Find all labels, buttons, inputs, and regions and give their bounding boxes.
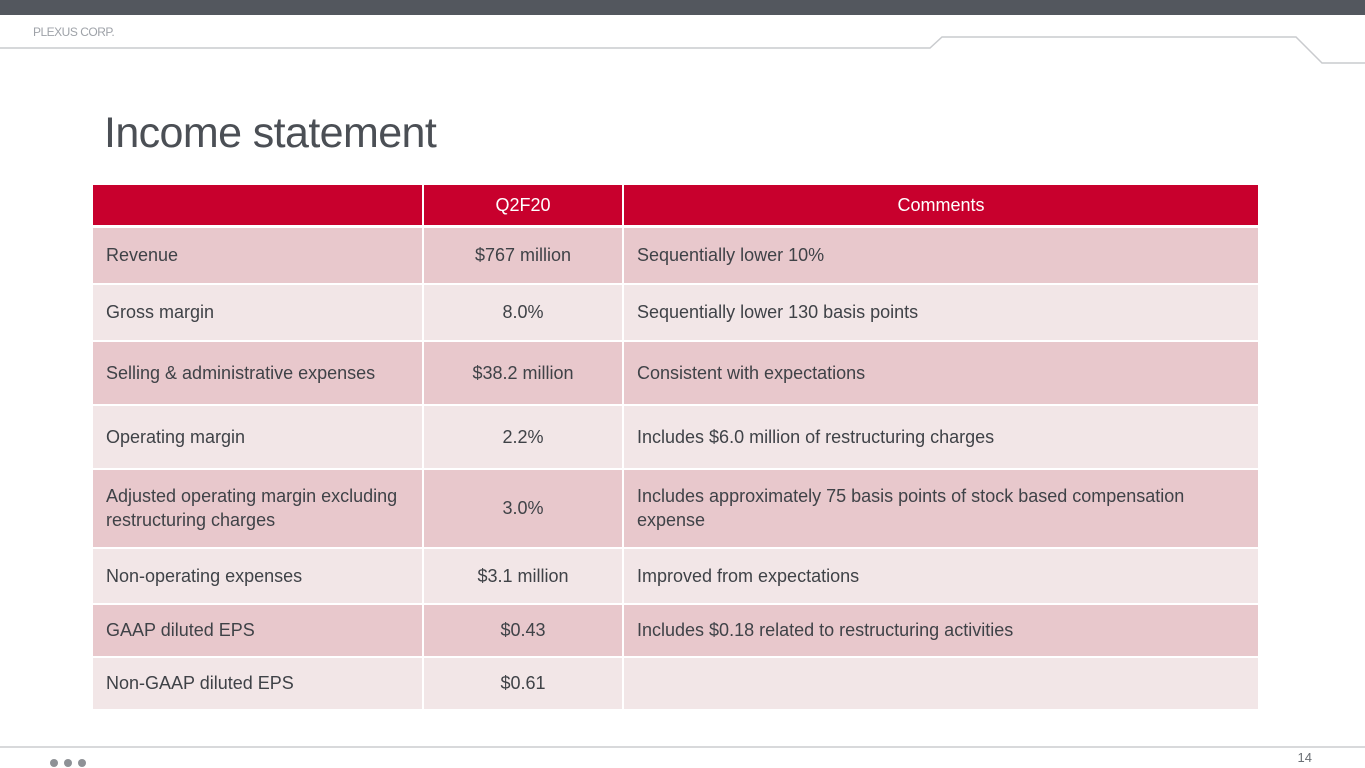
row-comment: Includes approximately 75 basis points o…: [623, 468, 1258, 549]
footer-divider: [0, 746, 1365, 748]
row-value: 3.0%: [423, 468, 624, 549]
column-header-comments: Comments: [623, 185, 1258, 228]
row-label: Selling & administrative expenses: [93, 340, 424, 406]
row-label: GAAP diluted EPS: [93, 603, 424, 658]
row-value: $0.43: [423, 603, 624, 658]
column-header-label: [93, 185, 424, 228]
dot-icon: [64, 759, 72, 767]
row-label: Revenue: [93, 226, 424, 285]
table-row: Revenue $767 million Sequentially lower …: [93, 226, 1258, 285]
footer-dots-icon: [50, 754, 92, 768]
table-row: Non-GAAP diluted EPS $0.61: [93, 656, 1258, 711]
dot-icon: [50, 759, 58, 767]
column-header-period: Q2F20: [423, 185, 624, 228]
table-row: Non-operating expenses $3.1 million Impr…: [93, 547, 1258, 605]
brand-label: PLEXUS CORP.: [33, 25, 115, 39]
row-comment: Includes $0.18 related to restructuring …: [623, 603, 1258, 658]
row-value: $0.61: [423, 656, 624, 711]
top-bar: [0, 0, 1365, 15]
row-label: Gross margin: [93, 283, 424, 342]
table-row: Gross margin 8.0% Sequentially lower 130…: [93, 283, 1258, 342]
page-title: Income statement: [104, 109, 437, 157]
dot-icon: [78, 759, 86, 767]
header-divider: [0, 36, 1365, 64]
row-label: Operating margin: [93, 404, 424, 470]
table-header-row: Q2F20 Comments: [93, 185, 1258, 228]
row-value: $38.2 million: [423, 340, 624, 406]
row-comment: Sequentially lower 10%: [623, 226, 1258, 285]
row-label: Non-operating expenses: [93, 547, 424, 605]
row-label: Adjusted operating margin excluding rest…: [93, 468, 424, 549]
table-row: Selling & administrative expenses $38.2 …: [93, 340, 1258, 406]
row-value: $767 million: [423, 226, 624, 285]
row-value: 8.0%: [423, 283, 624, 342]
row-comment: [623, 656, 1258, 711]
row-value: $3.1 million: [423, 547, 624, 605]
row-value: 2.2%: [423, 404, 624, 470]
table-row: Adjusted operating margin excluding rest…: [93, 468, 1258, 549]
row-comment: Includes $6.0 million of restructuring c…: [623, 404, 1258, 470]
row-comment: Sequentially lower 130 basis points: [623, 283, 1258, 342]
table-row: GAAP diluted EPS $0.43 Includes $0.18 re…: [93, 603, 1258, 658]
page-number: 14: [1297, 750, 1312, 765]
row-label: Non-GAAP diluted EPS: [93, 656, 424, 711]
table-row: Operating margin 2.2% Includes $6.0 mill…: [93, 404, 1258, 470]
row-comment: Consistent with expectations: [623, 340, 1258, 406]
row-comment: Improved from expectations: [623, 547, 1258, 605]
income-statement-table: Q2F20 Comments Revenue $767 million Sequ…: [93, 185, 1258, 711]
